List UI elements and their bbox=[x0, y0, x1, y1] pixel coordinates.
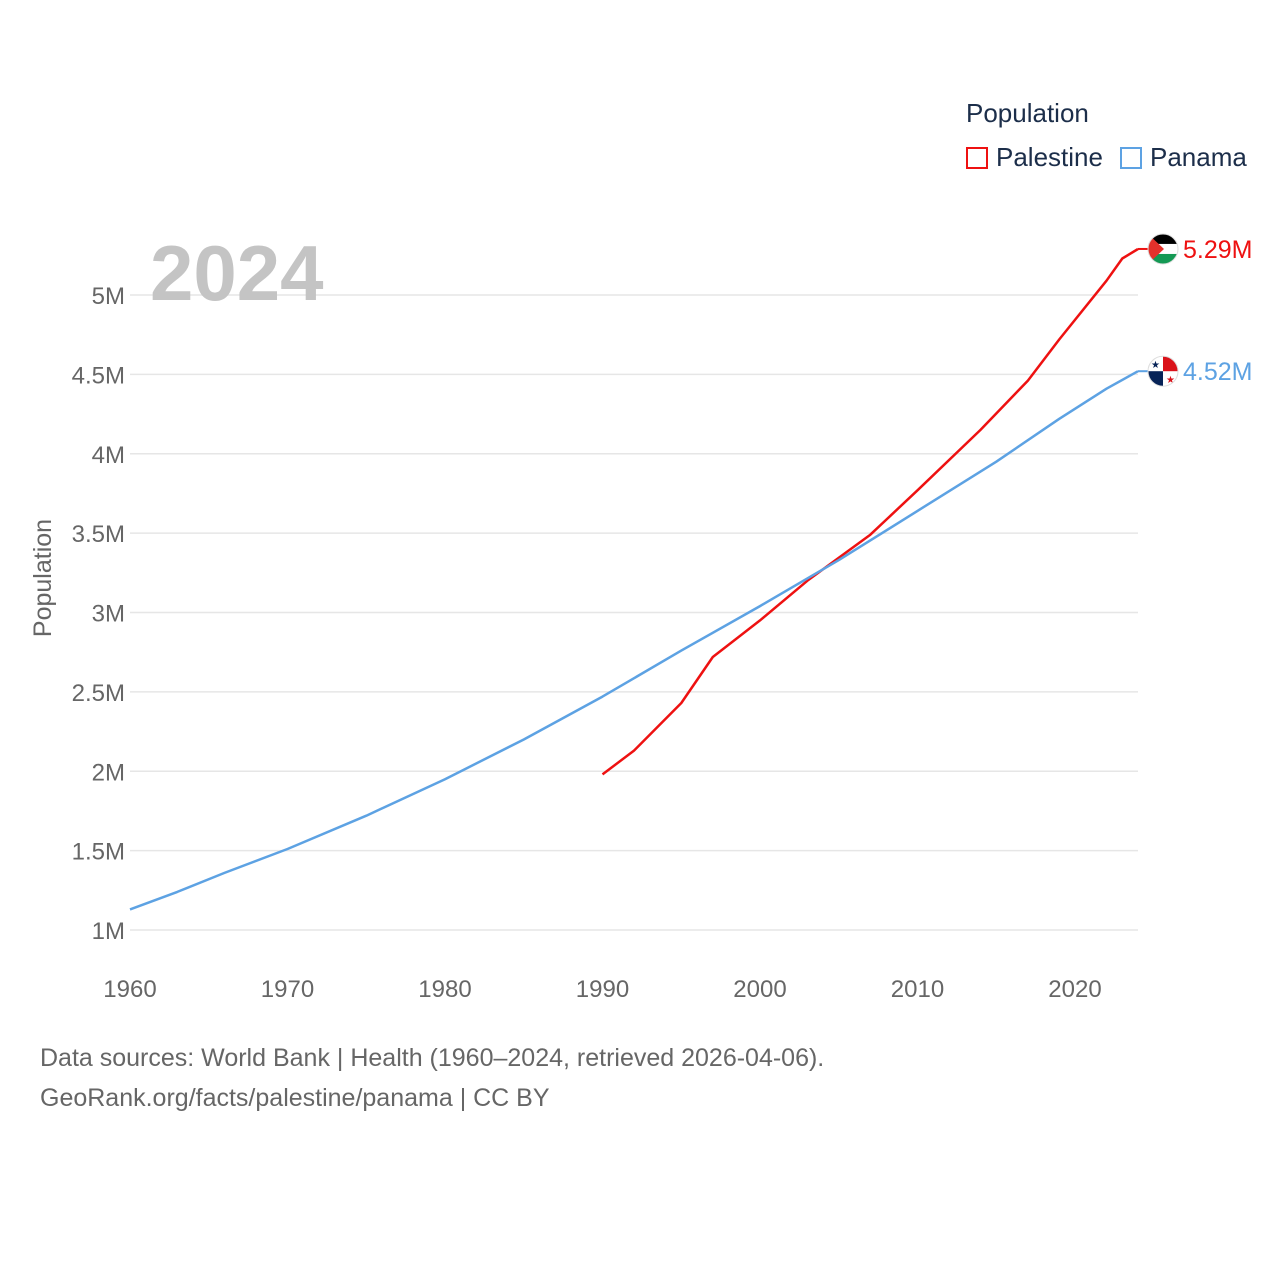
x-tick-label: 2010 bbox=[891, 976, 944, 1003]
y-tick-label: 1M bbox=[92, 918, 125, 945]
end-label-panama: 4.52M bbox=[1183, 358, 1252, 386]
legend-item-palestine[interactable]: Palestine bbox=[966, 142, 1103, 173]
y-tick-label: 2.5M bbox=[72, 680, 125, 707]
panama-flag-icon: ★★ bbox=[1147, 355, 1179, 387]
series-end-markers: 5.29M★★ 4.52M bbox=[1138, 233, 1252, 387]
y-tick-label: 1.5M bbox=[72, 839, 125, 866]
series-line-panama[interactable] bbox=[129, 370, 1139, 911]
svg-text:★: ★ bbox=[1166, 375, 1175, 386]
x-tick-label: 1980 bbox=[418, 976, 471, 1003]
y-tick-label: 2M bbox=[92, 759, 125, 786]
y-axis-label: Population bbox=[29, 519, 57, 637]
y-tick-label: 3M bbox=[92, 601, 125, 628]
y-tick-labels: 1M 1.5M 2M 2.5M 3M 3.5M 4M 4.5M 5M bbox=[72, 283, 125, 945]
legend-label-palestine: Palestine bbox=[996, 142, 1103, 172]
series-lines bbox=[129, 247, 1139, 911]
x-tick-label: 1960 bbox=[103, 976, 156, 1003]
x-tick-label: 2000 bbox=[733, 976, 786, 1003]
x-tick-label: 1970 bbox=[261, 976, 314, 1003]
year-watermark: 2024 bbox=[150, 229, 324, 317]
y-tick-label: 3.5M bbox=[72, 521, 125, 548]
footer-credit: GeoRank.org/facts/palestine/panama | CC … bbox=[40, 1084, 550, 1112]
x-tick-labels: 1960 1970 1980 1990 2000 2010 2020 bbox=[103, 976, 1101, 1003]
legend-item-panama[interactable]: Panama bbox=[1120, 142, 1247, 173]
svg-text:★: ★ bbox=[1151, 360, 1160, 371]
x-tick-label: 1990 bbox=[576, 976, 629, 1003]
legend-swatch-palestine bbox=[966, 146, 988, 169]
footer-sources: Data sources: World Bank | Health (1960–… bbox=[40, 1044, 825, 1072]
series-line-palestine[interactable] bbox=[601, 247, 1139, 776]
palestine-flag-icon bbox=[1147, 233, 1179, 265]
legend-swatch-panama bbox=[1120, 146, 1142, 169]
grid-lines bbox=[130, 294, 1138, 931]
legend-title: Population bbox=[966, 98, 1089, 128]
end-label-palestine: 5.29M bbox=[1183, 236, 1252, 264]
y-tick-label: 4M bbox=[92, 442, 125, 469]
x-tick-label: 2020 bbox=[1048, 976, 1101, 1003]
y-tick-label: 4.5M bbox=[72, 362, 125, 389]
y-tick-label: 5M bbox=[92, 283, 125, 310]
legend-label-panama: Panama bbox=[1150, 142, 1247, 172]
